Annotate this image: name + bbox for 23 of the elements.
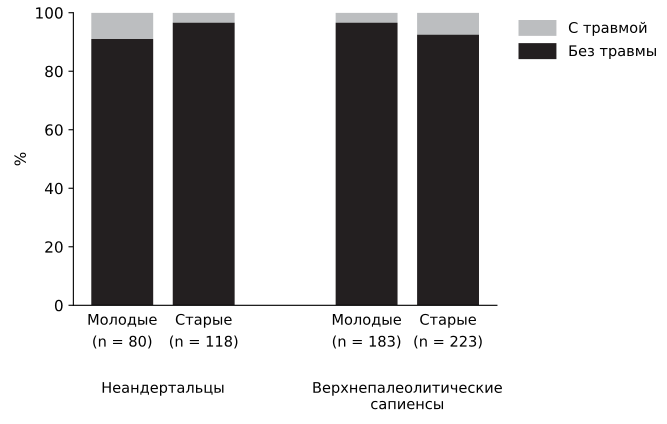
y-tick-label: 80 (45, 66, 63, 78)
bar (417, 12, 479, 35)
legend-label: С травмой (568, 22, 646, 36)
legend-label: Без травмы (570, 45, 656, 60)
y-tick-label: 0 (54, 300, 63, 312)
x-tick-label: Старые (n = 223) (414, 314, 482, 348)
bar (172, 22, 235, 306)
y-tick-label: 100 (36, 7, 63, 19)
bar (336, 12, 398, 23)
bar (417, 34, 479, 306)
bar (172, 12, 235, 23)
bar (336, 22, 398, 306)
y-tick-label: 60 (45, 124, 63, 136)
y-tick-label: 40 (44, 182, 63, 194)
bar (91, 12, 154, 40)
text: Неандертальцы (102, 382, 224, 396)
y-axis-title: % (14, 152, 26, 166)
text: Верхнепалеолитические сапиенсы (313, 382, 502, 410)
x-tick-label: Молодые (n = 183) (332, 314, 401, 348)
bar (91, 39, 154, 306)
y-tick-label: 20 (45, 241, 63, 253)
x-tick-label: Старые (n = 118) (170, 314, 238, 348)
x-tick-label: Молодые (n = 80) (88, 314, 157, 348)
